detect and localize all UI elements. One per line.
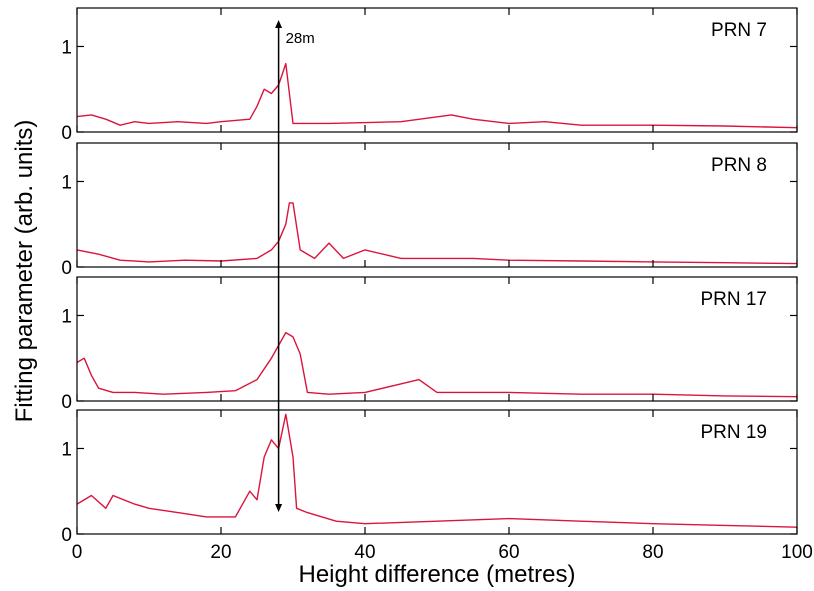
panel-frame [76, 276, 798, 402]
panel-label: PRN 8 [711, 155, 767, 176]
y-tick-label: 1 [61, 306, 72, 327]
panel-label: PRN 7 [711, 20, 767, 41]
panel-3: 0 1 PRN 17 [61, 276, 798, 413]
series-line-panel-4 [76, 413, 798, 528]
y-tick-label: 0 [61, 392, 72, 413]
series-line-panel-2 [76, 202, 798, 265]
x-axis-title: Height difference (metres) [298, 561, 575, 588]
x-tick-label: 60 [498, 542, 519, 563]
y-tick-label: 0 [61, 123, 72, 144]
y-tick-label: 1 [61, 439, 72, 460]
x-tick-label: 80 [642, 542, 663, 563]
x-tick-label: 20 [210, 542, 231, 563]
height-annotation: 28m [275, 20, 315, 512]
series-line-panel-3 [76, 331, 798, 398]
y-tick-label: 1 [61, 37, 72, 58]
panel-4: 0 1 PRN 19 [61, 409, 798, 546]
series-line-panel-1 [76, 62, 798, 129]
x-tick-label: 100 [781, 542, 813, 563]
panel-label: PRN 17 [700, 289, 767, 310]
x-tick-label: 40 [354, 542, 375, 563]
panel-frame [76, 142, 798, 268]
y-tick-label: 0 [61, 258, 72, 279]
x-tick-label: 0 [72, 542, 83, 563]
annotation-arrowhead-up [275, 20, 283, 28]
annotation-label: 28m [286, 30, 315, 47]
annotation-arrowhead-down [275, 504, 283, 512]
panel-label: PRN 19 [700, 422, 767, 443]
panel-frame [76, 7, 798, 133]
y-tick-label: 0 [61, 525, 72, 546]
y-axis-title: Fitting parameter (arb. units) [11, 120, 38, 423]
panel-1: 0 1 PRN 7 [61, 7, 798, 144]
panel-2: 0 1 PRN 8 [61, 142, 798, 279]
panel-frame [76, 409, 798, 535]
panels-layer: 0 1 PRN 7 0 1 PRN 8 0 1 PRN 17 0 1 PRN 19 0 20 40 60 80 1… [61, 7, 813, 563]
y-tick-label: 1 [61, 172, 72, 193]
